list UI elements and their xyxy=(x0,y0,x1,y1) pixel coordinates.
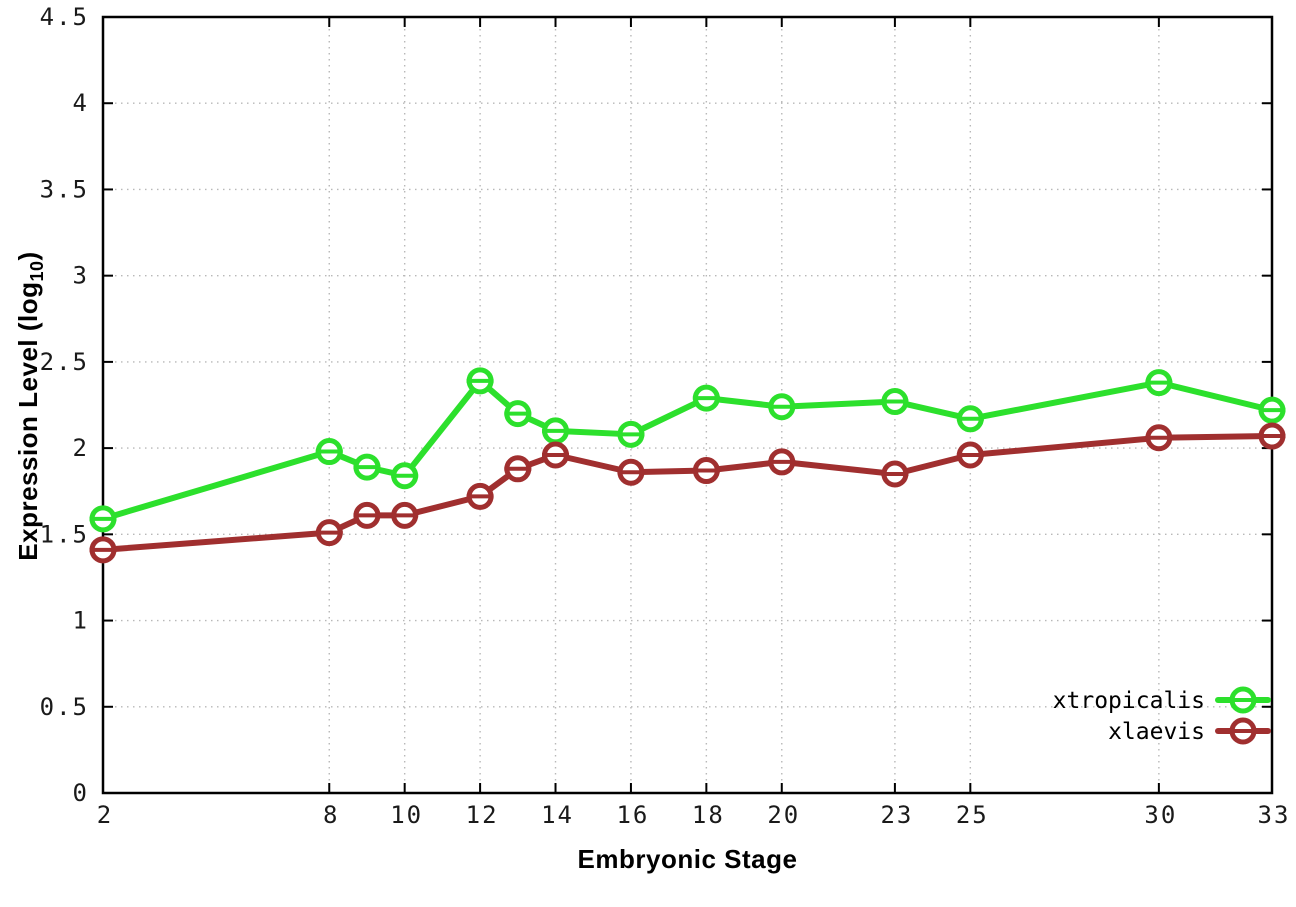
series-line-xlaevis xyxy=(100,433,1275,553)
legend-label-xlaevis: xlaevis xyxy=(1108,719,1205,745)
y-axis-title-close: ) xyxy=(13,251,43,261)
y-tick-label: 3.5 xyxy=(40,175,89,203)
y-axis-title-subscript: 10 xyxy=(27,260,47,282)
x-tick-label: 12 xyxy=(466,801,499,829)
y-axis-title-main: Expression Level (log xyxy=(13,281,43,561)
x-tick-label: 16 xyxy=(616,801,649,829)
y-tick-label: 2.5 xyxy=(40,348,89,376)
y-axis-title: Expression Level (log10) xyxy=(13,156,47,656)
x-tick-label: 2 xyxy=(97,801,113,829)
y-tick-label: 4.5 xyxy=(40,3,89,31)
series-line-xtropicalis xyxy=(100,377,1275,522)
legend-label-xtropicalis: xtropicalis xyxy=(1053,688,1205,714)
y-tick-label: 0 xyxy=(73,779,89,807)
y-tick-label: 3 xyxy=(73,262,89,290)
y-tick-label: 0.5 xyxy=(40,693,89,721)
y-tick-label: 2 xyxy=(73,434,89,462)
x-tick-label: 30 xyxy=(1144,801,1177,829)
y-tick-label: 1.5 xyxy=(40,520,89,548)
x-tick-label: 33 xyxy=(1258,801,1291,829)
y-tick-label: 4 xyxy=(73,89,89,117)
x-tick-label: 25 xyxy=(956,801,989,829)
x-tick-label: 14 xyxy=(541,801,574,829)
x-axis-title: Embryonic Stage xyxy=(577,844,798,874)
x-tick-label: 18 xyxy=(692,801,725,829)
x-tick-label: 8 xyxy=(323,801,339,829)
x-tick-label: 10 xyxy=(390,801,423,829)
y-tick-label: 1 xyxy=(73,607,89,635)
x-tick-label: 23 xyxy=(880,801,913,829)
x-tick-label: 20 xyxy=(767,801,800,829)
